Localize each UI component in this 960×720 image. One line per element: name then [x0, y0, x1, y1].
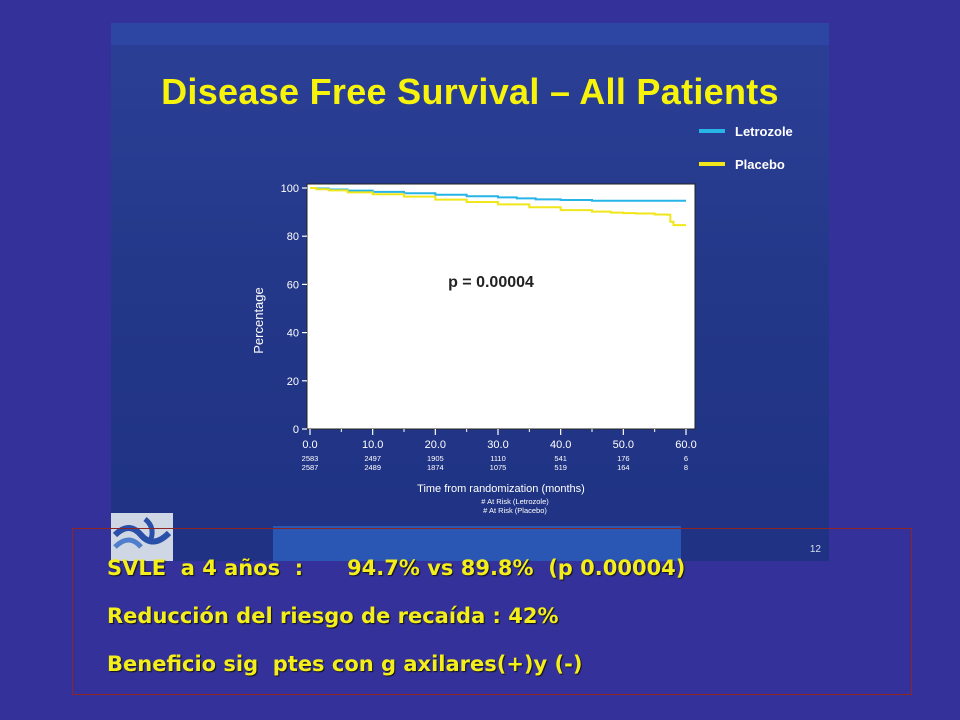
x-axis-label: Time from randomization (months)	[417, 483, 585, 495]
at-risk-letrozole-value: 541	[554, 454, 567, 463]
note-risk-reduction: Reducción del riesgo de recaída : 42%	[107, 604, 559, 628]
at-risk-placebo-value: 1075	[490, 463, 507, 472]
at-risk-letrozole-value: 1110	[490, 454, 506, 463]
p-value-annotation: p = 0.00004	[448, 274, 534, 291]
y-tick-label: 0	[293, 424, 299, 436]
plot-background	[306, 183, 696, 430]
notes-box: SVLE a 4 años : 94.7% vs 89.8% (p 0.0000…	[72, 528, 912, 695]
y-axis-label: Percentage	[251, 287, 266, 354]
slide-title: Disease Free Survival – All Patients	[161, 71, 779, 112]
note-benefit: Beneficio sig ptes con g axilares(+)y (-…	[107, 652, 583, 676]
at-risk-letrozole-value: 6	[684, 454, 688, 463]
x-tick-label: 50.0	[613, 439, 634, 451]
at-risk-placebo-value: 164	[617, 463, 630, 472]
at-risk-placebo-value: 2587	[302, 463, 319, 472]
y-tick-label: 40	[287, 328, 299, 340]
at-risk-placebo-value: 8	[684, 463, 688, 472]
note-dfs-4-years: SVLE a 4 años : 94.7% vs 89.8% (p 0.0000…	[107, 556, 686, 580]
slide: Disease Free Survival – All Patients Let…	[111, 23, 829, 561]
x-tick-label: 40.0	[550, 439, 571, 451]
survival-chart: Letrozole Placebo 0 20 40 60 80 100 0.0 10.0 20.0…	[251, 124, 793, 515]
plot-area: 0 20 40 60 80 100 0.0 10.0 20.0 30.0 40.0 50.0 60.0 2…	[251, 183, 697, 515]
at-risk-letrozole-label: # At Risk (Letrozole)	[481, 497, 549, 506]
x-tick-label: 60.0	[675, 439, 696, 451]
series-line-placebo	[310, 187, 686, 227]
y-tick-label: 60	[287, 279, 299, 291]
chart-legend: Letrozole Placebo	[699, 124, 793, 172]
legend-label-letrozole: Letrozole	[735, 124, 793, 139]
institution-logo-icon	[111, 513, 173, 561]
y-tick-label: 80	[287, 231, 299, 243]
x-tick-label: 0.0	[302, 439, 317, 451]
slide-number: 12	[809, 544, 821, 555]
y-tick-label: 20	[287, 376, 299, 388]
legend-label-placebo: Placebo	[735, 157, 785, 172]
x-tick-label: 30.0	[487, 439, 508, 451]
at-risk-letrozole-value: 1905	[427, 454, 444, 463]
at-risk-placebo-value: 1874	[427, 463, 444, 472]
y-tick-label: 100	[281, 183, 299, 195]
x-tick-label: 10.0	[362, 439, 383, 451]
x-tick-label: 20.0	[425, 439, 446, 451]
at-risk-placebo-value: 2489	[364, 463, 381, 472]
at-risk-letrozole-value: 2497	[364, 454, 381, 463]
logo-strip	[273, 526, 681, 561]
slide-top-band	[111, 23, 829, 45]
at-risk-letrozole-value: 2583	[302, 454, 319, 463]
at-risk-placebo-label: # At Risk (Placebo)	[483, 506, 547, 515]
at-risk-placebo-value: 519	[554, 463, 567, 472]
at-risk-letrozole-value: 176	[617, 454, 630, 463]
